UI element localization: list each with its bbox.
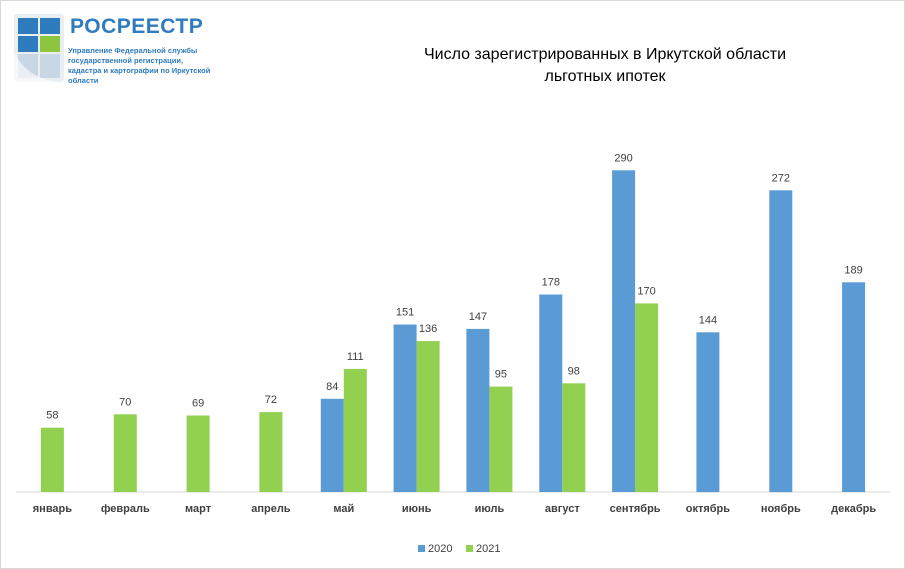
- x-tick-label-8: сентябрь: [610, 503, 661, 515]
- logo-name: РОСРЕЕСТР: [70, 15, 204, 38]
- chart-title: Число зарегистрированных в Иркутской обл…: [360, 44, 850, 88]
- x-tick-label-5: июнь: [402, 503, 432, 515]
- bar-2021-6: [489, 386, 513, 492]
- bar-2021-7: [562, 383, 586, 492]
- bar-2020-9: [696, 332, 720, 493]
- bar-2021-2: [186, 415, 210, 492]
- bar-2021-5: [416, 341, 440, 492]
- data-label-2020-4: 84: [326, 381, 338, 393]
- x-tick-label-1: февраль: [101, 503, 150, 515]
- data-label-2021-8: 170: [637, 285, 655, 297]
- x-tick-label-0: январь: [33, 503, 73, 515]
- rosreestr-emblem-icon: [14, 14, 64, 82]
- x-tick-label-4: май: [333, 503, 354, 515]
- bar-2021-1: [113, 414, 137, 492]
- data-label-2020-10: 272: [772, 172, 790, 184]
- data-label-2021-5: 136: [419, 323, 437, 335]
- legend-swatch-2021: [466, 545, 473, 552]
- data-label-2021-1: 70: [119, 396, 131, 408]
- data-label-2021-4: 111: [347, 351, 364, 363]
- x-tick-label-9: октябрь: [686, 503, 731, 515]
- data-label-2020-5: 151: [396, 307, 414, 319]
- data-label-2020-6: 147: [469, 311, 487, 323]
- x-tick-label-2: март: [185, 503, 212, 515]
- data-label-2020-9: 144: [699, 314, 717, 326]
- bar-2020-4: [320, 398, 344, 492]
- chart-title-line-2: льготных ипотек: [544, 68, 666, 85]
- legend-swatch-2020: [418, 545, 425, 552]
- data-label-2021-6: 95: [495, 369, 507, 381]
- bar-2021-8: [635, 303, 659, 492]
- bar-2020-5: [393, 324, 417, 492]
- logo-subtitle: Управление Федеральной службы государств…: [68, 46, 211, 85]
- x-tick-label-7: август: [545, 503, 580, 515]
- data-label-2021-0: 58: [46, 410, 58, 422]
- bar-2021-4: [343, 368, 367, 492]
- data-label-2021-3: 72: [265, 394, 277, 406]
- data-label-2020-7: 178: [542, 277, 560, 289]
- data-label-2020-8: 290: [614, 152, 632, 164]
- bar-2021-3: [259, 412, 283, 492]
- bar-2020-8: [612, 170, 636, 493]
- x-tick-label-10: ноябрь: [761, 503, 801, 515]
- legend-label-2020: 2020: [428, 543, 452, 555]
- bar-2021-0: [40, 427, 64, 492]
- bar-2020-7: [539, 294, 563, 492]
- bar-2020-10: [769, 190, 793, 493]
- rosreestr-logo: РОСРЕЕСТР Управление Федеральной службы …: [12, 12, 212, 92]
- bar-2020-11: [842, 282, 866, 492]
- bar-2020-6: [466, 328, 490, 492]
- data-label-2021-2: 69: [192, 398, 204, 410]
- data-label-2021-7: 98: [568, 365, 580, 377]
- data-label-2020-11: 189: [844, 264, 862, 276]
- legend-label-2021: 2021: [476, 543, 500, 555]
- x-tick-label-11: декабрь: [831, 503, 876, 515]
- x-tick-label-6: июль: [475, 503, 505, 515]
- x-tick-label-3: апрель: [251, 503, 291, 515]
- chart-title-line-1: Число зарегистрированных в Иркутской обл…: [423, 46, 787, 63]
